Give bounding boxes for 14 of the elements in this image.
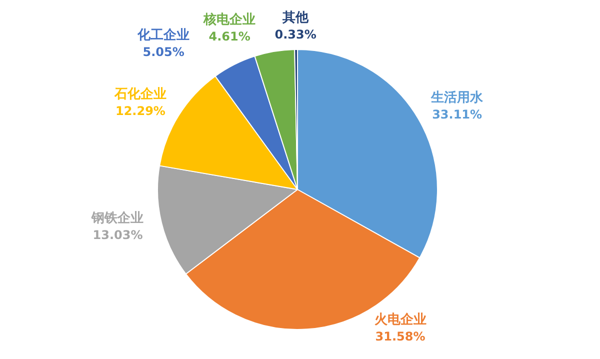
slice-label: 钢铁企业 xyxy=(90,210,144,226)
data-label: 13.03% xyxy=(92,228,143,242)
data-label: 4.61% xyxy=(208,30,250,44)
slice-label: 火电企业 xyxy=(373,312,426,328)
slice-label: 核电企业 xyxy=(202,12,256,28)
data-label: 0.33% xyxy=(274,28,316,42)
data-label: 31.58% xyxy=(375,330,426,344)
slice-label: 其他 xyxy=(282,10,310,26)
slice-label: 石化企业 xyxy=(113,86,166,102)
slice-label: 化工企业 xyxy=(136,28,190,43)
data-label: 33.11% xyxy=(432,108,482,122)
data-label: 12.29% xyxy=(115,104,166,118)
data-label: 5.05% xyxy=(142,44,184,59)
slice-label: 生活用水 xyxy=(430,90,484,106)
